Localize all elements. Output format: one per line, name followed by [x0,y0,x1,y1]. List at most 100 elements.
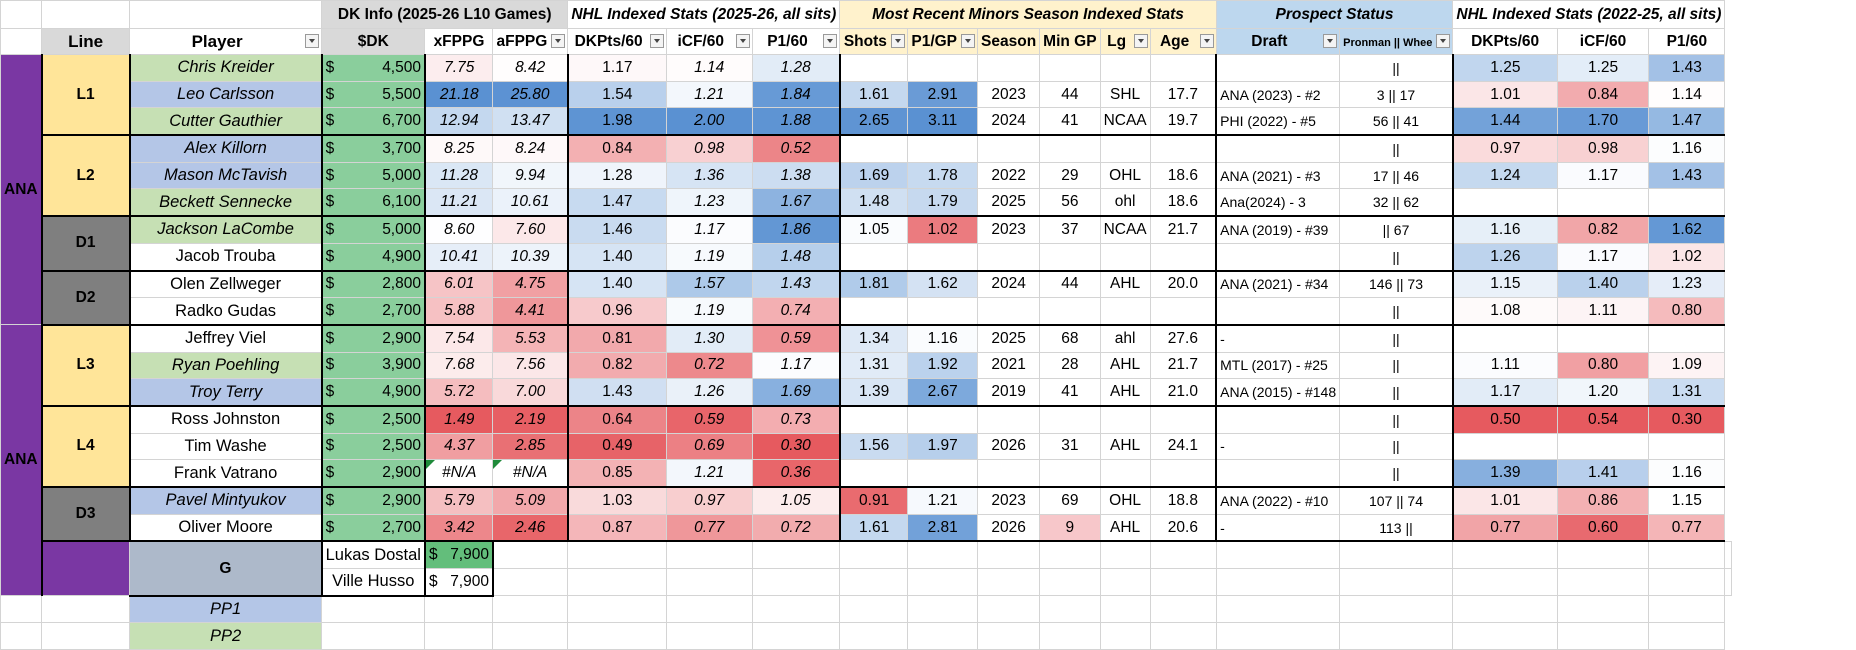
p160-cell[interactable]: 1.69 [751,378,841,407]
age-cell[interactable]: 17.7 [1149,80,1218,109]
p1gp-cell[interactable]: 1.97 [907,432,979,461]
afppg-cell[interactable]: 10.39 [492,242,569,272]
xfppg-cell[interactable]: 6.01 [423,269,494,299]
icf3-cell[interactable] [1556,188,1650,218]
p1gp-cell[interactable] [907,405,979,434]
season-cell[interactable]: 2025 [977,324,1041,353]
p160-cell[interactable]: 1.38 [751,161,841,190]
cell[interactable] [751,622,841,650]
afppg-cell[interactable]: 7.56 [492,351,569,380]
cell[interactable] [1452,595,1558,624]
player-name-cell[interactable]: Lukas Dostal [321,540,426,570]
p1gp-cell[interactable] [907,134,979,163]
season-cell[interactable]: 2023 [977,215,1041,244]
dkpts3-cell[interactable]: 1.01 [1452,80,1558,109]
dkpts3-cell[interactable] [1452,324,1558,353]
cell[interactable] [1339,595,1454,624]
cell[interactable] [0,0,43,29]
pron-cell[interactable]: 17 || 46 [1339,161,1454,190]
p1603-cell[interactable]: 1.43 [1648,161,1726,190]
cell[interactable] [1648,595,1726,624]
draft-cell[interactable]: - [1215,513,1341,543]
lg-cell[interactable]: ahl [1099,324,1151,353]
age-cell[interactable] [1149,134,1218,163]
dkpts3-cell[interactable] [1452,188,1558,218]
shots-cell[interactable]: 1.69 [839,161,909,190]
dkpts-cell[interactable]: 0.82 [567,351,667,380]
age-cell[interactable]: 21.7 [1149,351,1218,380]
icf3-cell[interactable]: 1.70 [1556,107,1650,137]
cell[interactable] [129,0,323,29]
season-cell[interactable] [977,134,1041,163]
dkpts3-cell[interactable]: 1.01 [1452,486,1558,515]
dkpts-cell[interactable]: 1.28 [567,161,667,190]
dk-salary-cell[interactable]: $7,900 [424,568,494,597]
season-cell[interactable]: 2023 [977,486,1041,515]
player-name-cell[interactable]: Jacob Trouba [129,242,323,272]
p160-cell[interactable] [839,568,909,597]
icf3-cell[interactable]: 1.17 [1556,161,1650,190]
dkpts3-cell[interactable]: 1.24 [1452,161,1558,190]
shots-cell[interactable]: 2.65 [839,107,909,137]
draft-cell[interactable]: - [1215,324,1341,353]
p1603-cell[interactable]: 1.16 [1648,459,1726,489]
pp-label-pp2[interactable]: PP2 [129,622,323,650]
mingp-cell[interactable]: 37 [1039,215,1101,244]
column-header-icf[interactable]: iCF/60 [665,28,753,55]
cell[interactable] [567,622,667,650]
p160-cell[interactable]: 1.86 [751,215,841,244]
filter-dropdown-icon[interactable] [305,34,320,48]
p160-cell[interactable]: 0.52 [751,134,841,163]
p1603-cell[interactable]: 1.47 [1648,107,1726,137]
dkpts-cell[interactable]: 0.96 [567,297,667,326]
cell[interactable] [977,595,1041,624]
xfppg-cell[interactable]: 12.94 [423,107,494,137]
icf3-cell[interactable] [1648,568,1726,597]
xfppg-cell[interactable]: 4.37 [423,432,494,461]
p1gp-cell[interactable] [907,297,979,326]
p1603-cell[interactable]: 0.80 [1648,297,1726,326]
icf-cell[interactable]: 2.00 [665,107,753,137]
mingp-cell[interactable] [1039,459,1101,489]
season-cell[interactable]: 2026 [977,513,1041,543]
age-cell[interactable]: 19.7 [1149,107,1218,137]
p1gp-cell[interactable]: 1.16 [907,324,979,353]
age-cell[interactable]: 24.1 [1149,432,1218,461]
dkpts3-cell[interactable]: 1.15 [1452,269,1558,299]
mingp-cell[interactable] [1099,568,1151,597]
player-name-cell[interactable]: Jeffrey Viel [129,324,323,353]
season-cell[interactable]: 2022 [977,161,1041,190]
xfppg-cell[interactable]: 5.72 [423,378,494,407]
dkpts-cell[interactable] [665,568,753,597]
icf-cell[interactable]: 0.97 [665,486,753,515]
icf-cell[interactable]: 1.36 [665,161,753,190]
p160-cell[interactable]: 1.05 [751,486,841,515]
dkpts3-cell[interactable]: 1.11 [1452,351,1558,380]
filter-dropdown-icon[interactable] [735,34,750,48]
pron-cell[interactable]: 56 || 41 [1339,107,1454,137]
icf3-cell[interactable]: 0.80 [1556,351,1650,380]
lg-cell[interactable]: NCAA [1099,215,1151,244]
age-cell[interactable]: 18.6 [1149,188,1218,218]
player-name-cell[interactable]: Beckett Sennecke [129,188,323,218]
mingp-cell[interactable]: 31 [1039,432,1101,461]
p160-cell[interactable]: 0.72 [751,513,841,543]
column-header-shots[interactable]: Shots [839,28,909,55]
p1603-cell[interactable]: 1.16 [1648,134,1726,163]
cell[interactable] [1339,622,1454,650]
afppg-cell[interactable]: #N/A [492,459,569,489]
dk-salary-cell[interactable]: $2,900 [321,486,426,515]
p1603-cell[interactable] [1648,432,1726,461]
p1gp-cell[interactable]: 2.91 [907,80,979,109]
p1gp-cell[interactable]: 2.81 [907,513,979,543]
shots-cell[interactable]: 1.48 [839,188,909,218]
afppg-cell[interactable] [567,568,667,597]
afppg-cell[interactable]: 10.61 [492,188,569,218]
lg-cell[interactable]: AHL [1099,351,1151,380]
season-cell[interactable] [977,297,1041,326]
cell[interactable] [839,622,909,650]
lg-cell[interactable]: AHL [1099,269,1151,299]
p160-cell[interactable]: 1.88 [751,107,841,137]
icf3-cell[interactable]: 0.60 [1556,513,1650,543]
cell[interactable] [1039,595,1101,624]
